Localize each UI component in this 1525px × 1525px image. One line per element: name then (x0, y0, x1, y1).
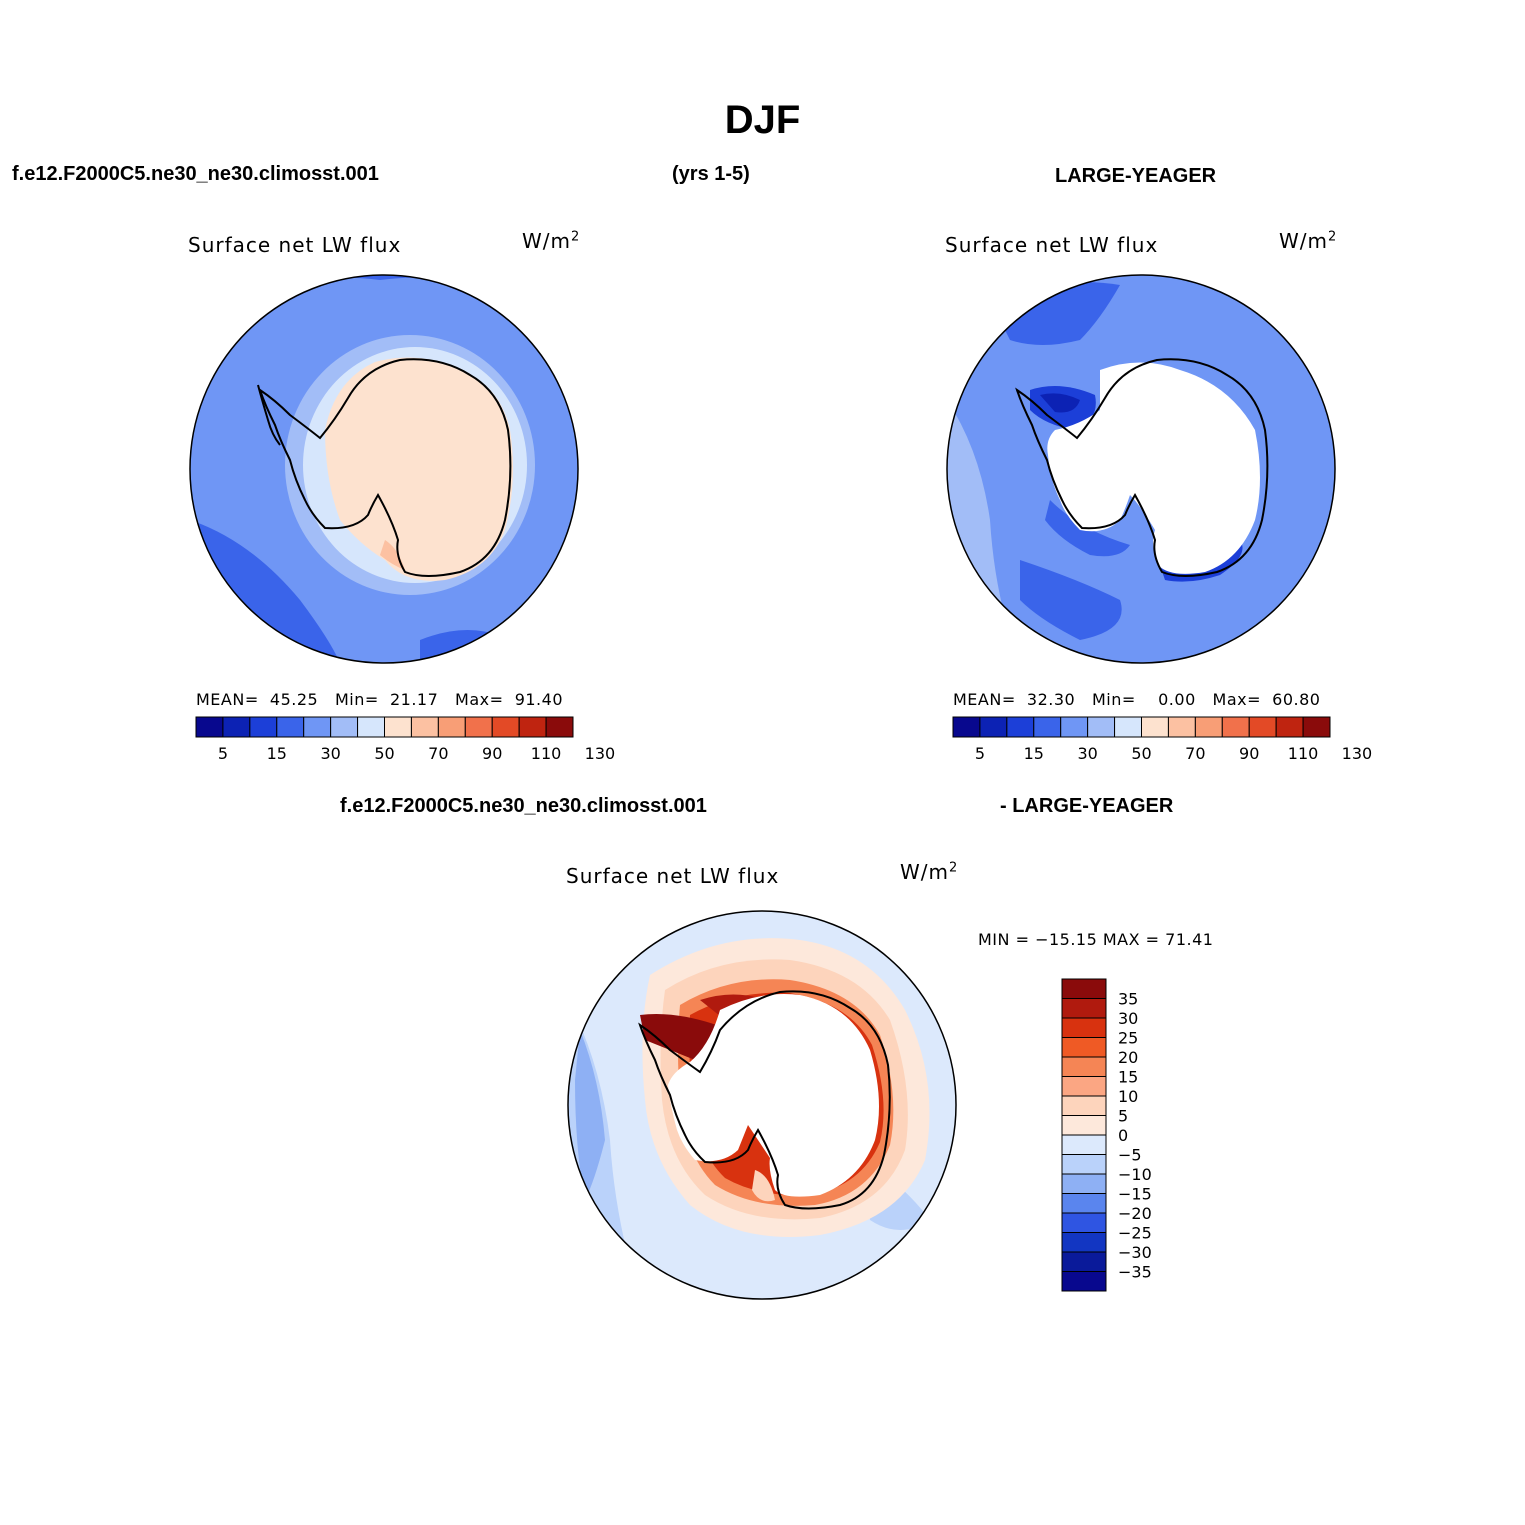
panel3-colorbar-swatch (1061, 1212, 1107, 1233)
panel3-variable: Surface net LW flux (566, 864, 780, 888)
panel1-colorbar-tick-label: 15 (267, 744, 287, 763)
panel1-colorbar-swatch (410, 716, 439, 738)
panel2-colorbar-swatch (1006, 716, 1035, 738)
panel2-colorbar-swatch (1221, 716, 1250, 738)
panel3-colorbar-tick-label: 0 (1118, 1126, 1128, 1145)
panel2-colorbar-swatch (979, 716, 1008, 738)
panel2-colorbar-swatch (1087, 716, 1116, 738)
panel1-colorbar-swatch (195, 716, 224, 738)
panel1-colorbar: 5 15 30 50 70 90 110 130 (195, 716, 616, 763)
panel1-colorbar-swatch (384, 716, 412, 738)
panel2-units: W/m2 (1279, 229, 1338, 253)
panel3-colorbar-swatch (1061, 1134, 1107, 1155)
panel2-variable: Surface net LW flux (945, 233, 1159, 257)
obs-label: LARGE-YEAGER (1055, 165, 1217, 187)
panel2-colorbar-swatch (1275, 716, 1304, 738)
panel2-map (946, 274, 1336, 664)
diff-obs-label: - LARGE-YEAGER (1000, 795, 1174, 817)
panel3-colorbar-swatch (1061, 1232, 1107, 1253)
panel3-colorbar-swatch (1061, 1076, 1107, 1097)
panel2-colorbar-swatch (1114, 716, 1142, 738)
panel2-colorbar-swatch (1167, 716, 1196, 738)
panel2-colorbar-swatch (1194, 716, 1223, 738)
panel2-colorbar-swatch (1033, 716, 1062, 738)
panel3-colorbar-tick-label: 15 (1118, 1068, 1138, 1087)
panel3-colorbar-swatch (1061, 1193, 1107, 1214)
panel2-colorbar-tick-label: 50 (1131, 744, 1151, 763)
figure-title: DJF (724, 98, 801, 142)
panel1-colorbar-tick-label: 90 (482, 744, 502, 763)
panel1-colorbar-swatch (276, 716, 305, 738)
panel3-colorbar-swatch (1061, 1095, 1107, 1116)
panel2-stats: MEAN= 32.30 Min= 0.00 Max= 60.80 (953, 690, 1321, 709)
panel2-colorbar-swatch (1302, 716, 1331, 738)
panel1-colorbar-tick-label: 5 (218, 744, 228, 763)
panel1-colorbar-tick-label: 50 (374, 744, 394, 763)
panel1-colorbar-tick-label: 130 (585, 744, 616, 763)
panel3-colorbar-swatch (1061, 1037, 1107, 1058)
panel1-stats: MEAN= 45.25 Min= 21.17 Max= 91.40 (196, 690, 563, 709)
panel3-colorbar-swatch (1061, 978, 1107, 999)
panel3-colorbar-tick-label: 35 (1118, 990, 1138, 1009)
panel3-colorbar-swatch (1061, 1017, 1107, 1038)
panel3-stats: MIN = −15.15 MAX = 71.41 (978, 930, 1214, 949)
panel3-colorbar-swatch (1061, 1154, 1107, 1175)
panel1-colorbar-swatch (491, 716, 520, 738)
panel3-colorbar-tick-label: −15 (1118, 1185, 1152, 1204)
panel2-colorbar-tick-label: 30 (1077, 744, 1097, 763)
panel2-colorbar-tick-label: 15 (1024, 744, 1044, 763)
panel1-colorbar-swatch (330, 716, 359, 738)
panel2-colorbar-tick-label: 110 (1288, 744, 1319, 763)
panel1-colorbar-swatch (303, 716, 332, 738)
panel1-colorbar-swatch (357, 716, 386, 738)
panel2-colorbar: 5 15 30 50 70 90 110 130 (952, 716, 1373, 763)
panel1-variable: Surface net LW flux (188, 233, 402, 257)
panel3-colorbar-tick-label: −35 (1118, 1263, 1152, 1282)
panel1-colorbar-swatch (437, 716, 466, 738)
panel1-colorbar-swatch (545, 716, 574, 738)
panel3-colorbar-tick-label: 10 (1118, 1087, 1138, 1106)
panel3-colorbar-swatch (1061, 1251, 1107, 1272)
years-label: (yrs 1-5) (672, 163, 750, 185)
panel3-colorbar-tick-label: −20 (1118, 1204, 1152, 1223)
panel3-colorbar-tick-label: −10 (1118, 1165, 1152, 1184)
panel1-map (189, 274, 579, 664)
panel3-colorbar-swatch (1061, 1056, 1107, 1077)
panel1-colorbar-tick-label: 70 (428, 744, 448, 763)
panel3-colorbar-swatch (1061, 1115, 1107, 1136)
panel2-colorbar-swatch (1141, 716, 1169, 738)
panel3-colorbar-tick-label: 5 (1118, 1107, 1128, 1126)
panel1-colorbar-tick-label: 30 (320, 744, 340, 763)
panel3-map (567, 910, 957, 1300)
panel3-colorbar-tick-label: 20 (1118, 1048, 1138, 1067)
panel1-colorbar-swatch (249, 716, 278, 738)
panel3-units: W/m2 (900, 860, 959, 884)
panel2-colorbar-swatch (1060, 716, 1089, 738)
panel3-colorbar-swatch (1061, 998, 1107, 1019)
panel3-colorbar-tick-label: −25 (1118, 1224, 1152, 1243)
panel2-colorbar-tick-label: 5 (975, 744, 985, 763)
panel2-colorbar-tick-label: 130 (1342, 744, 1373, 763)
panel2-colorbar-tick-label: 70 (1185, 744, 1205, 763)
panel2-colorbar-swatch (1248, 716, 1277, 738)
panel3-colorbar-swatch (1061, 1271, 1107, 1292)
panel1-colorbar-tick-label: 110 (531, 744, 562, 763)
panel3-colorbar-tick-label: −30 (1118, 1243, 1152, 1262)
case-label: f.e12.F2000C5.ne30_ne30.climosst.001 (12, 163, 379, 185)
panel2-colorbar-swatch (952, 716, 981, 738)
diff-case-label: f.e12.F2000C5.ne30_ne30.climosst.001 (340, 795, 707, 817)
panel2-colorbar-tick-label: 90 (1239, 744, 1259, 763)
panel3-colorbar-swatch (1061, 1173, 1107, 1194)
panel3-colorbar-tick-label: 30 (1118, 1009, 1138, 1028)
panel3-colorbar-tick-label: 25 (1118, 1029, 1138, 1048)
panel3-colorbar-tick-label: −5 (1118, 1146, 1142, 1165)
panel1-colorbar-swatch (518, 716, 547, 738)
panel1-colorbar-swatch (222, 716, 251, 738)
panel1-colorbar-swatch (464, 716, 493, 738)
panel1-units: W/m2 (522, 229, 581, 253)
